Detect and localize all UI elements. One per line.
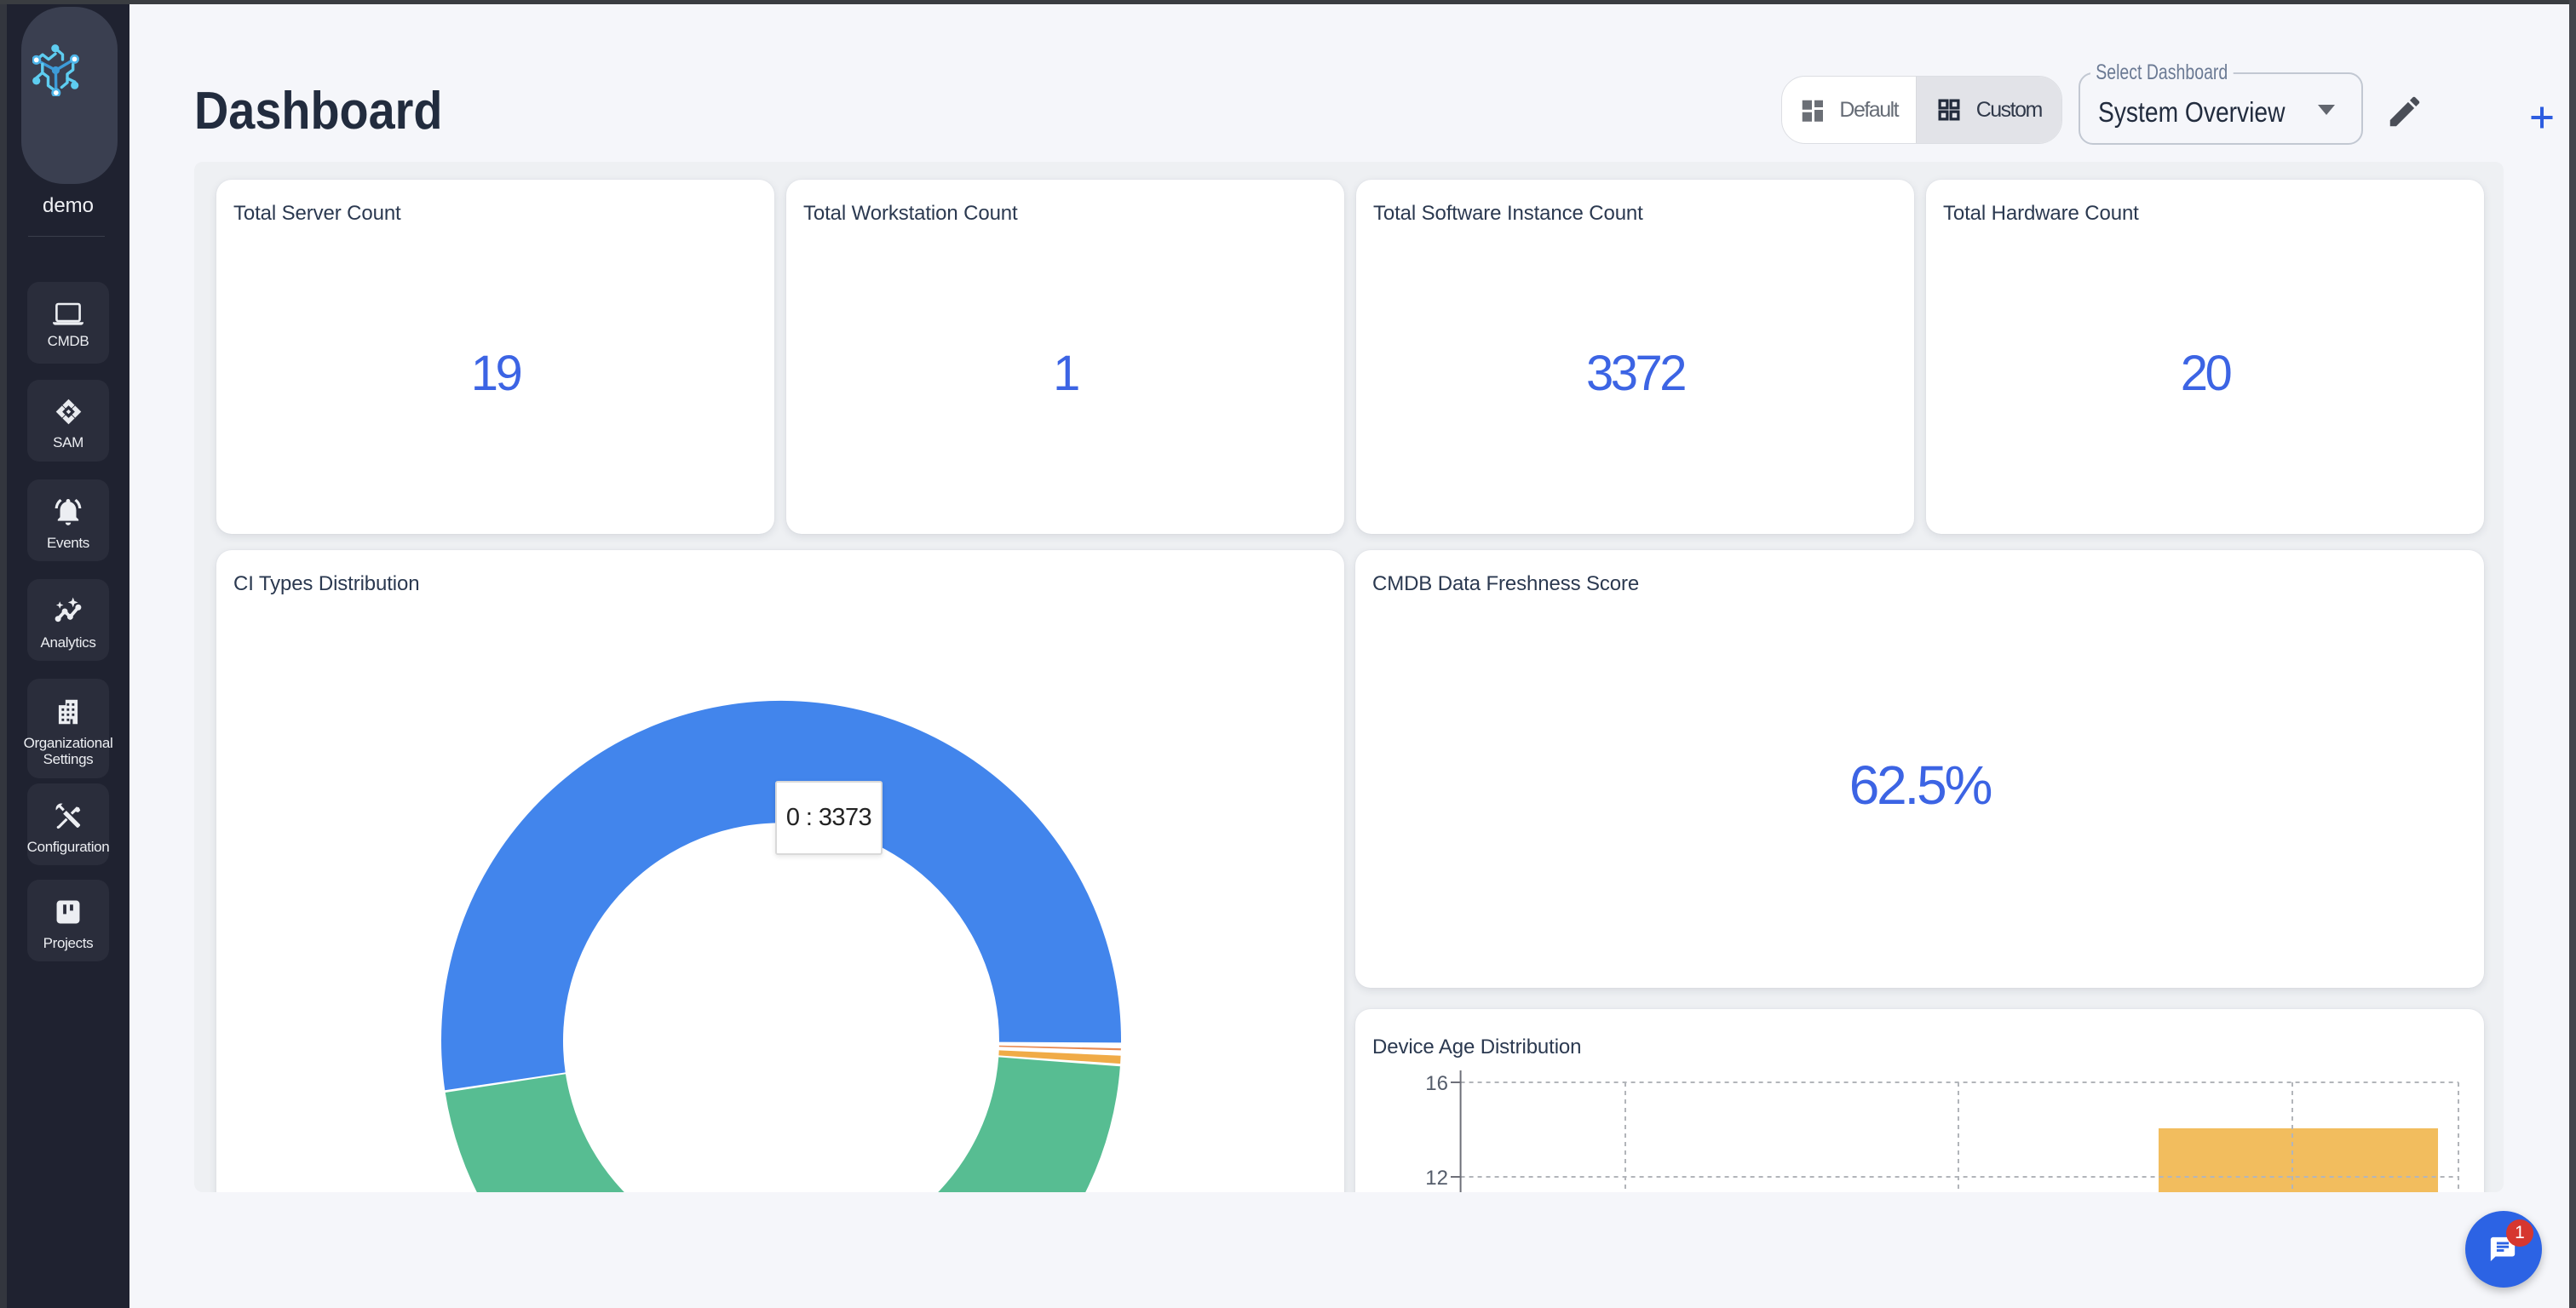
svg-text:16: 16 bbox=[1425, 1072, 1448, 1095]
svg-text:12: 12 bbox=[1425, 1167, 1448, 1190]
